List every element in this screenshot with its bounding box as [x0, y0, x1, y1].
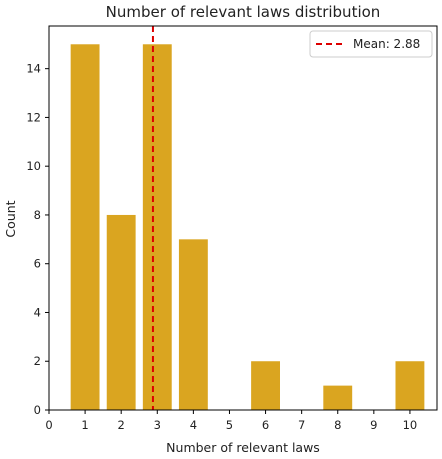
bar-1 — [70, 44, 100, 411]
y-tick-label-4: 4 — [34, 305, 41, 319]
plot-frame — [48, 25, 438, 411]
bar-10 — [395, 361, 425, 410]
y-tick-label-12: 12 — [26, 110, 41, 124]
x-tick-label-9: 9 — [370, 418, 377, 432]
x-tick-label-7: 7 — [298, 418, 305, 432]
bar-2 — [106, 214, 136, 410]
y-axis-label: Count — [3, 200, 18, 237]
y-tick-label-8: 8 — [34, 208, 41, 222]
bar-6 — [251, 361, 280, 410]
y-tick-label-10: 10 — [26, 159, 41, 173]
x-axis-label: Number of relevant laws — [166, 440, 320, 455]
x-tick-label-8: 8 — [334, 418, 341, 432]
y-tick-label-0: 0 — [34, 403, 41, 417]
legend-label-mean: Mean: 2.88 — [353, 37, 420, 51]
chart-title: Number of relevant laws distribution — [106, 3, 381, 21]
x-tick-label-3: 3 — [154, 418, 161, 432]
x-tick-label-2: 2 — [118, 418, 125, 432]
bars-group — [70, 44, 425, 411]
y-tick-label-2: 2 — [34, 354, 41, 368]
x-tick-label-10: 10 — [403, 418, 418, 432]
x-tick-label-0: 0 — [45, 418, 52, 432]
x-tick-label-6: 6 — [262, 418, 269, 432]
x-tick-label-4: 4 — [190, 418, 197, 432]
bar-8 — [323, 385, 353, 410]
x-tick-label-5: 5 — [226, 418, 233, 432]
legend: Mean: 2.88 — [309, 30, 433, 58]
y-tick-label-6: 6 — [34, 257, 41, 271]
x-tick-label-1: 1 — [81, 418, 88, 432]
legend-box — [309, 30, 433, 58]
bar-4 — [178, 239, 208, 410]
y-tick-label-14: 14 — [26, 62, 41, 76]
bar-3 — [142, 44, 172, 411]
